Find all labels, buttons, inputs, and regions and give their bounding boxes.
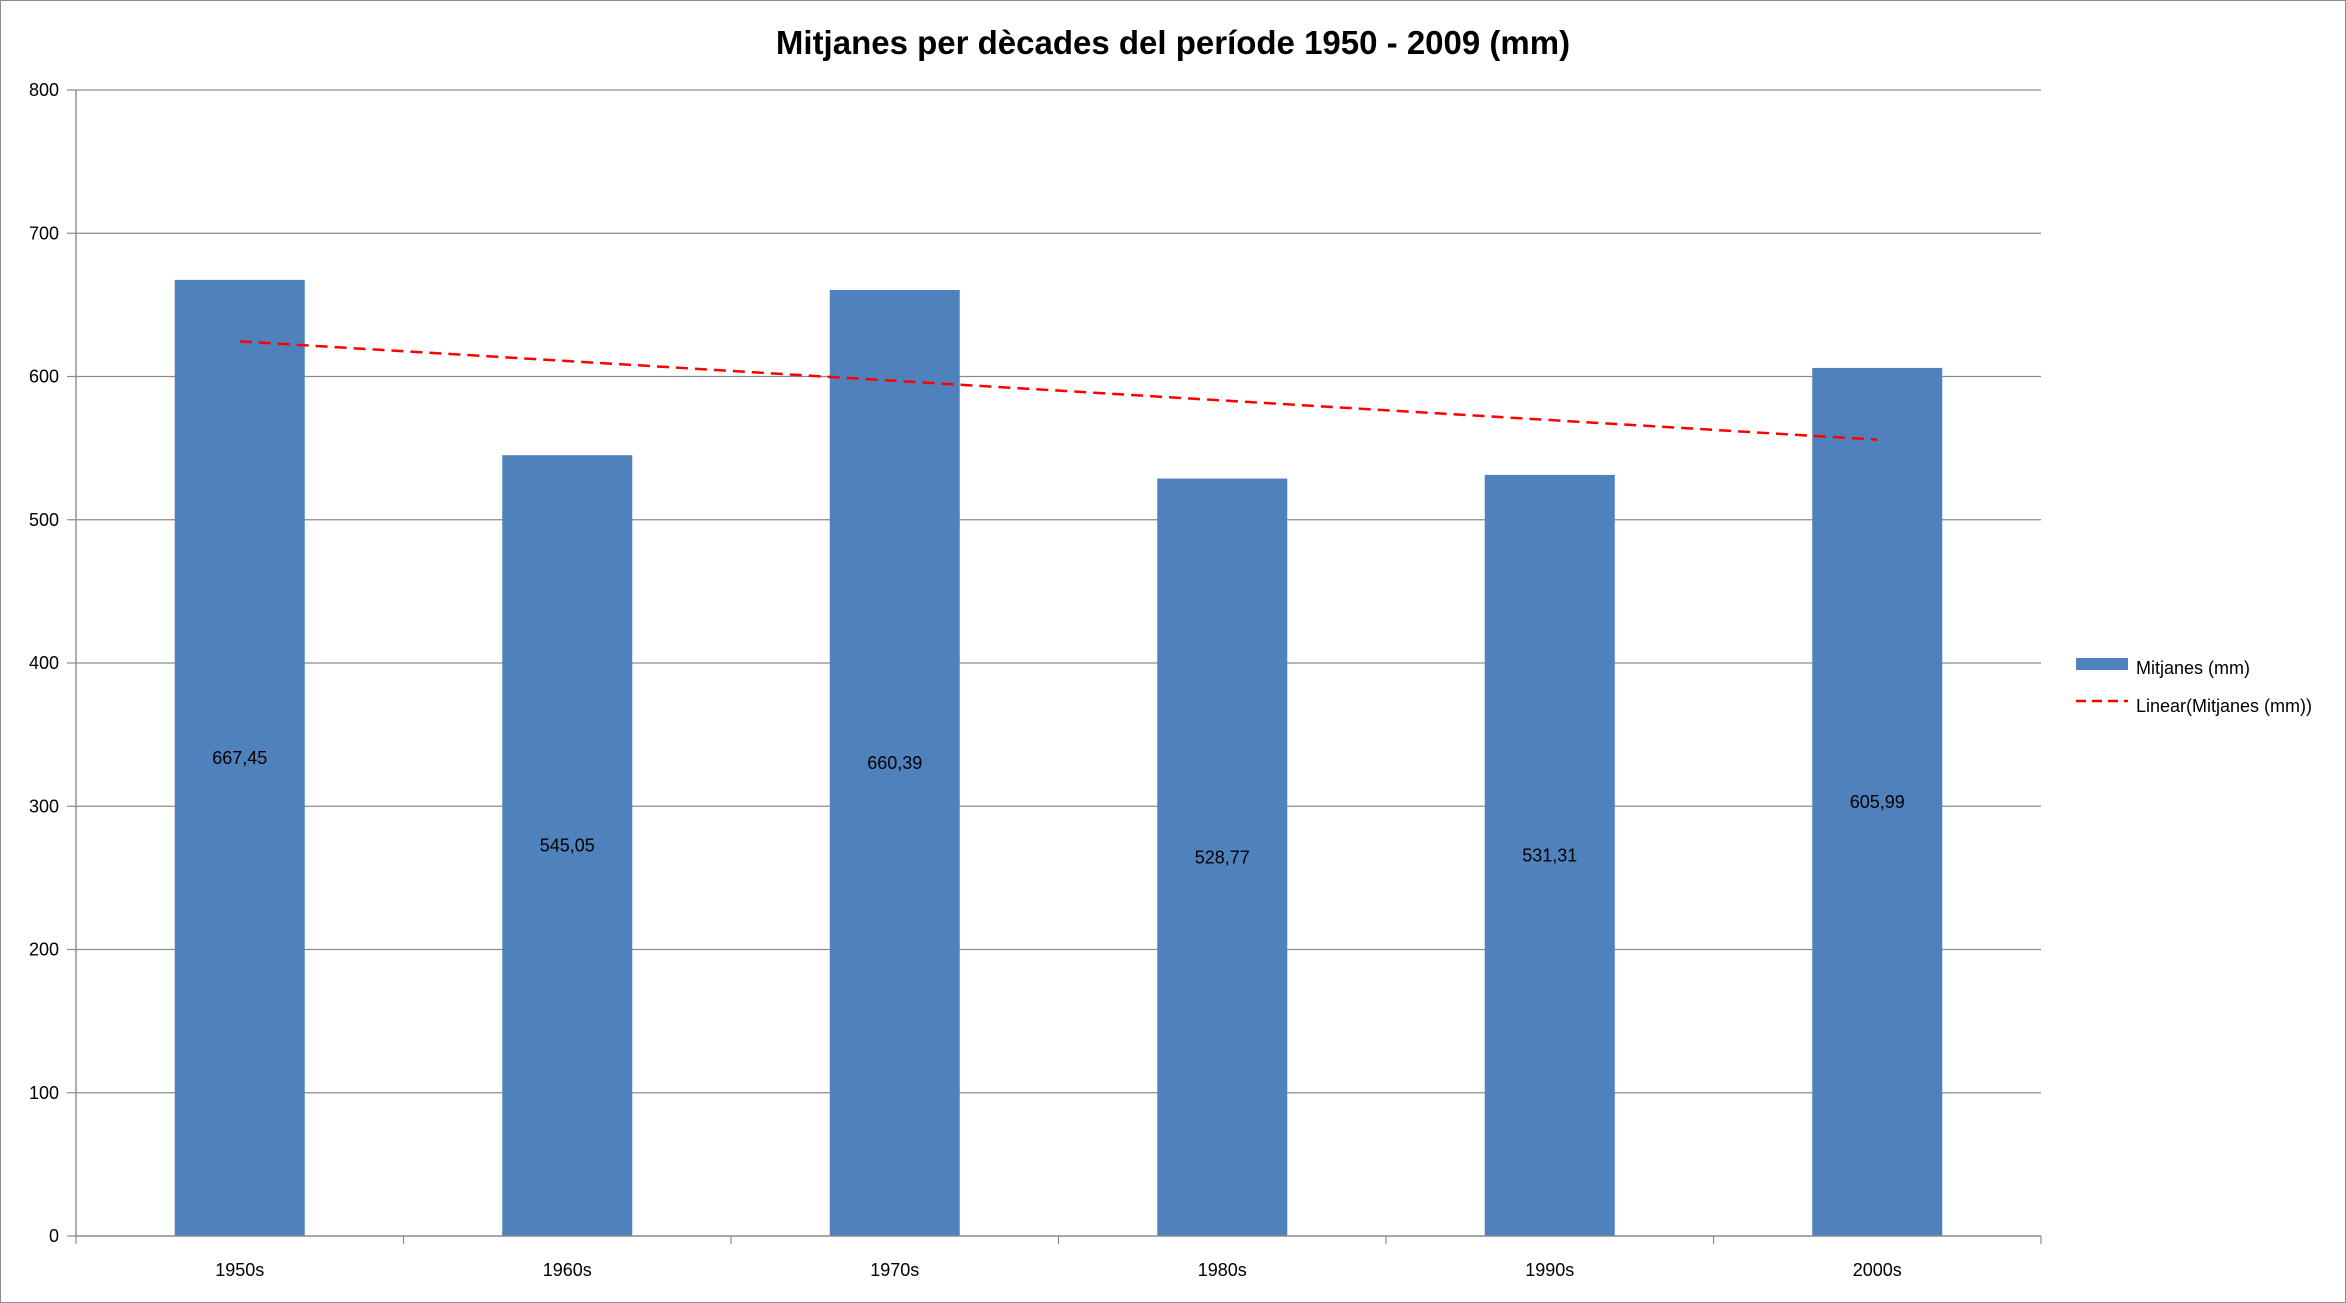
trendline-path <box>239 340 1878 441</box>
bar-2000s <box>1812 367 1943 1236</box>
bar-1970s <box>829 289 960 1236</box>
bar-1960s <box>502 455 633 1236</box>
bar-1980s <box>1157 478 1288 1236</box>
y-tick-label: 600 <box>29 367 59 387</box>
data-label: 660,39 <box>867 753 922 773</box>
data-label: 667,45 <box>212 748 267 768</box>
x-tick-label: 1980s <box>1198 1260 1247 1280</box>
y-tick-label: 700 <box>29 223 59 243</box>
bar-1950s <box>174 279 305 1236</box>
trendline <box>239 340 1878 441</box>
data-label: 605,99 <box>1850 792 1905 812</box>
x-tick-label: 1960s <box>543 1260 592 1280</box>
axes: 0 100 200 300 400 500 600 700 800 1950s 1960s 1970s… <box>29 80 2042 1280</box>
y-tick-label: 200 <box>29 940 59 960</box>
data-label: 545,05 <box>540 836 595 856</box>
legend-swatch-bar <box>2076 658 2128 670</box>
x-tick-label: 1970s <box>870 1260 919 1280</box>
chart-title: Mitjanes per dècades del període 1950 - … <box>776 24 1570 61</box>
gridlines <box>76 89 2041 1094</box>
legend-label: Mitjanes (mm) <box>2136 658 2250 678</box>
data-label: 531,31 <box>1522 845 1577 865</box>
y-tick-label: 100 <box>29 1083 59 1103</box>
y-tick-label: 400 <box>29 653 59 673</box>
x-tick-label: 1990s <box>1525 1260 1574 1280</box>
y-tick-label: 300 <box>29 796 59 816</box>
data-labels: 667,45 545,05 660,39 528,77 531,31 605,99 <box>212 748 1905 867</box>
y-tick-label: 0 <box>49 1226 59 1246</box>
bar-1990s <box>1484 474 1615 1236</box>
legend-label: Linear(Mitjanes (mm)) <box>2136 696 2312 716</box>
x-tick-label: 2000s <box>1853 1260 1902 1280</box>
x-tick-label: 1950s <box>215 1260 264 1280</box>
y-tick-label: 500 <box>29 510 59 530</box>
bars <box>174 279 1943 1236</box>
data-label: 528,77 <box>1195 847 1250 867</box>
y-tick-label: 800 <box>29 80 59 100</box>
legend: Mitjanes (mm) Linear(Mitjanes (mm)) <box>2076 658 2312 716</box>
